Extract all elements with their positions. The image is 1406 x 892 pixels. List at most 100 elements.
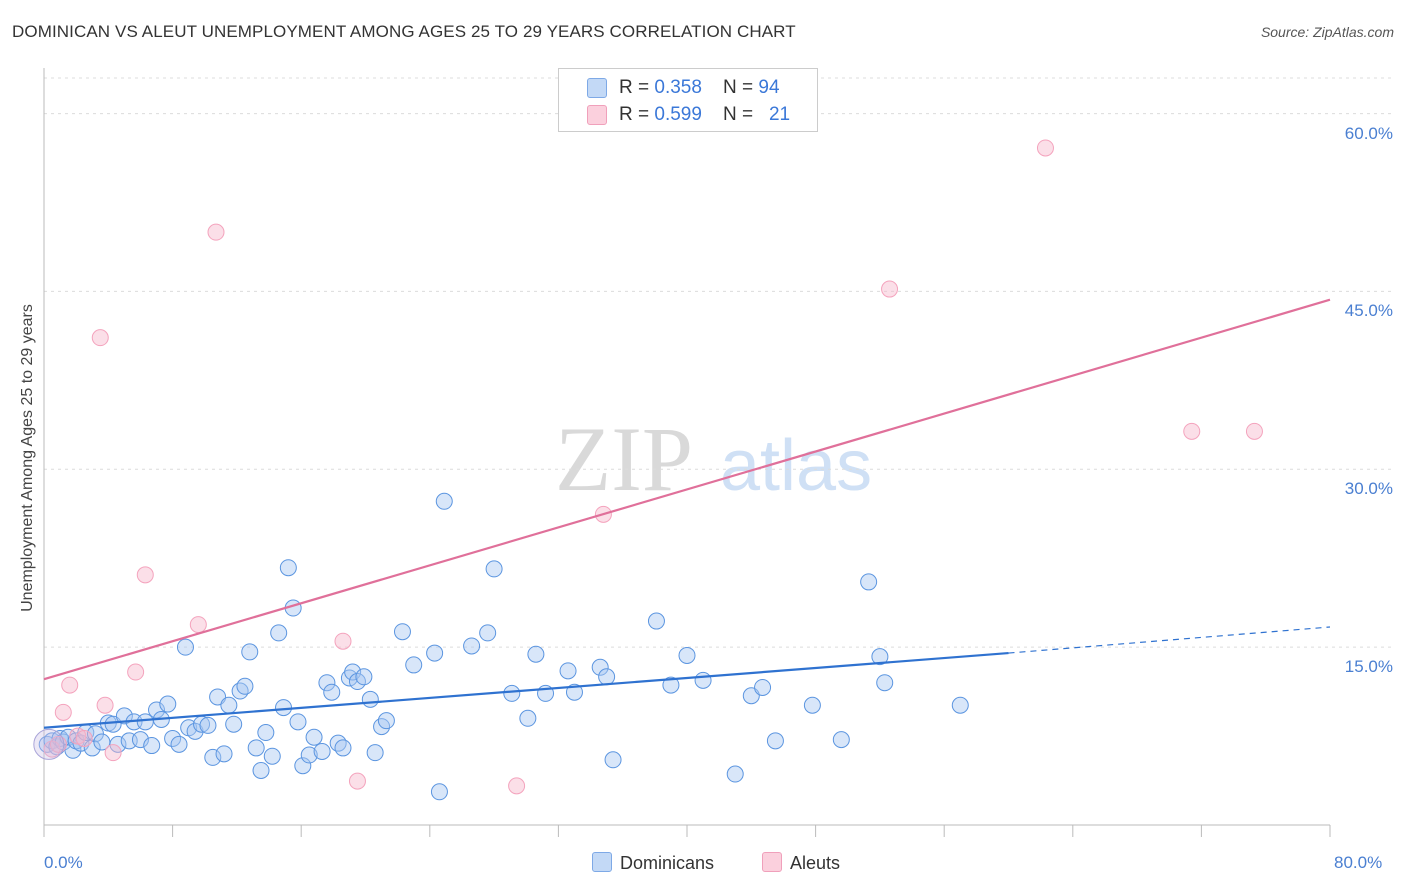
- dominican-point: [393, 623, 411, 641]
- dominican-point: [430, 783, 448, 801]
- aleut-point: [49, 735, 67, 753]
- legend-label-dominicans: Dominicans: [620, 853, 715, 873]
- legend-item-aleuts: Aleuts: [762, 852, 840, 874]
- dominican-trend-extension: [1008, 626, 1331, 654]
- dominican-point: [366, 744, 384, 762]
- aleut-point: [136, 566, 154, 584]
- chart-title: DOMINICAN VS ALEUT UNEMPLOYMENT AMONG AG…: [12, 22, 796, 41]
- legend-r-label: R =: [619, 77, 655, 98]
- dominican-point: [485, 560, 503, 578]
- aleut-point: [91, 329, 109, 347]
- legend-swatch-aleuts: [587, 105, 607, 125]
- dominican-trend-line: [43, 651, 1009, 729]
- dominican-point: [405, 656, 423, 674]
- aleut-point: [69, 727, 87, 745]
- dominican-point: [109, 735, 127, 753]
- legend-label-aleuts: Aleuts: [790, 853, 841, 873]
- aleut-point: [127, 663, 145, 681]
- dominican-point: [289, 713, 307, 731]
- dominican-point: [559, 662, 577, 680]
- dominican-point: [225, 715, 243, 733]
- aleut-point: [189, 616, 207, 634]
- dominican-point: [377, 712, 395, 730]
- dominican-point: [951, 696, 969, 714]
- dominican-point: [860, 573, 878, 591]
- legend-n-value: 94: [758, 77, 780, 98]
- legend-r-label: R =: [619, 104, 655, 125]
- legend-swatch-dominicans: [587, 78, 607, 98]
- dominican-point: [344, 663, 362, 681]
- legend-n-value: 21: [768, 104, 791, 125]
- dominican-point: [143, 737, 161, 755]
- dominican-point: [231, 682, 249, 700]
- data-points: [33, 139, 1263, 801]
- dominican-point: [503, 684, 521, 702]
- dominican-point: [305, 728, 323, 746]
- dominican-point: [678, 646, 696, 664]
- dominican-point: [275, 699, 293, 717]
- dominican-point: [236, 677, 254, 695]
- dominican-point: [527, 645, 545, 663]
- trend-lines: [43, 298, 1331, 729]
- aleut-point: [61, 676, 79, 694]
- watermark: ZIP atlas: [555, 408, 872, 510]
- dominican-point: [159, 695, 177, 713]
- aleut-point: [1036, 139, 1054, 157]
- origin-cluster-point: [33, 728, 65, 760]
- dominican-point: [479, 624, 497, 642]
- dominican-point: [131, 731, 149, 749]
- dominican-point: [334, 739, 352, 757]
- dominican-point: [361, 690, 379, 708]
- legend-r-value: 0.599: [654, 104, 702, 125]
- dominican-point: [204, 748, 222, 766]
- y-tick-label: 45.0%: [1344, 301, 1393, 321]
- dominican-point: [519, 709, 537, 727]
- dominican-point: [355, 668, 373, 686]
- watermark-zip: ZIP: [555, 408, 693, 510]
- dominican-point: [164, 729, 182, 747]
- y-tick-label: 60.0%: [1344, 123, 1393, 143]
- dominican-point: [270, 624, 288, 642]
- dominican-point: [215, 745, 233, 763]
- grid: [44, 77, 1395, 648]
- legend-swatch-aleuts: [762, 852, 782, 872]
- dominican-point: [598, 668, 616, 686]
- dominican-point: [591, 658, 609, 676]
- dominican-point: [318, 674, 336, 692]
- aleut-point: [75, 729, 93, 747]
- aleut-point: [334, 632, 352, 650]
- aleut-point: [348, 772, 366, 790]
- aleut-point: [1183, 422, 1201, 440]
- dominican-point: [832, 731, 850, 749]
- x-tick-label-max: 80.0%: [1334, 853, 1383, 872]
- watermark-atlas: atlas: [720, 426, 872, 506]
- correlation-legend: R = 0.358 N = 94 R = 0.599 N = 21: [558, 68, 818, 132]
- dominican-point: [323, 683, 341, 701]
- dominican-point: [726, 765, 744, 783]
- y-tick-label: 30.0%: [1344, 479, 1393, 499]
- aleut-point: [1245, 422, 1263, 440]
- dominican-point: [252, 761, 270, 779]
- dominican-point: [220, 696, 238, 714]
- dominican-point: [565, 683, 583, 701]
- dominican-point: [766, 732, 784, 750]
- dominican-point: [426, 644, 444, 662]
- aleut-point: [508, 777, 526, 795]
- dominican-point: [803, 696, 821, 714]
- dominican-point: [754, 678, 772, 696]
- legend-r-value: 0.358: [654, 77, 702, 98]
- legend-swatch-dominicans: [592, 852, 612, 872]
- axes: [43, 68, 1331, 837]
- source-label: Source: ZipAtlas.com: [1260, 24, 1394, 40]
- dominican-point: [176, 638, 194, 656]
- dominican-point: [694, 671, 712, 689]
- aleut-point: [54, 703, 72, 721]
- legend-item-dominicans: Dominicans: [592, 852, 714, 874]
- legend-n-label: N =: [723, 77, 759, 98]
- dominican-point: [876, 674, 894, 692]
- dominican-point: [662, 676, 680, 694]
- dominican-point: [241, 643, 259, 661]
- dominican-point: [313, 742, 331, 760]
- dominican-point: [247, 739, 265, 757]
